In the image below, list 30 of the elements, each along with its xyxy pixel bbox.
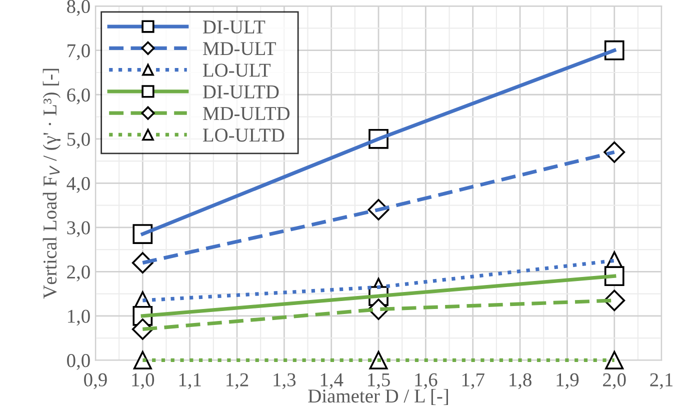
x-tick-label: 1,0 [132, 373, 154, 390]
legend-label: MD-ULTD [202, 107, 290, 120]
x-tick-label: 2,0 [603, 373, 626, 390]
legend-label: MD-ULT [202, 42, 276, 56]
y-tick-label: 2,0 [67, 265, 90, 282]
x-tick-label: 1,9 [556, 373, 579, 390]
x-tick-label: 1,2 [226, 373, 248, 390]
y-tick-label: 6,0 [67, 88, 90, 104]
y-tick-label: 1,0 [68, 310, 90, 326]
x-tick-label: 1,4 [320, 373, 344, 390]
legend-label: DI-ULT [202, 20, 266, 34]
y-axis-title: Vertical Load F$_{V}$ / (γ' · L³) [-] [42, 68, 61, 299]
x-tick-label: 0,9 [84, 373, 107, 390]
y-tick-label: 3,0 [67, 221, 90, 238]
legend-label: DI-ULTD [202, 86, 279, 98]
y-tick-label: 7,0 [68, 44, 90, 60]
x-tick-label: 1,7 [462, 373, 484, 390]
legend-label: LO-ULTD [202, 128, 284, 142]
x-tick-label: 1,3 [274, 373, 296, 390]
y-tick-label: 0,0 [67, 354, 90, 370]
y-tick-label: 8,0 [67, 0, 90, 16]
x-tick-label: 1,8 [510, 373, 532, 390]
y-tick-label: 4,0 [66, 176, 90, 193]
x-tick-label: 1,1 [179, 373, 201, 390]
legend-label: LO-ULT [202, 64, 271, 77]
x-tick-label: 2,1 [650, 373, 673, 390]
x-tick-label: 1,5 [368, 373, 390, 390]
x-axis-title: Diameter D / L [-] [308, 388, 448, 406]
x-tick-label: 1,6 [415, 373, 438, 390]
y-tick-label: 5,0 [67, 132, 90, 149]
